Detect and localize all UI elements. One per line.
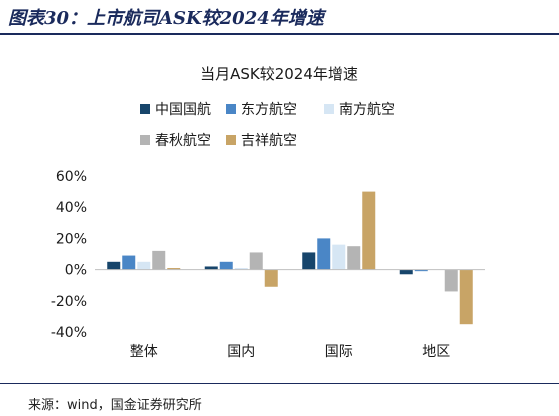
bar-1-1: [107, 261, 121, 270]
bars: [107, 191, 473, 325]
bar-2-2: [219, 261, 233, 270]
source-note: 来源：wind，国金证券研究所: [28, 398, 202, 413]
bar-5-3: [362, 191, 376, 270]
bar-4-4: [444, 269, 458, 292]
source-rule: [0, 383, 559, 384]
bar-2-4: [414, 269, 428, 272]
bar-1-4: [399, 269, 413, 275]
legend-swatch-3: [324, 104, 334, 114]
bar-4-3: [347, 246, 361, 270]
legend-label-1: 中国国航: [155, 102, 211, 118]
y-tick-label: -20%: [51, 294, 87, 310]
y-tick-label: -40%: [51, 325, 87, 341]
x-tick-label: 国际: [325, 344, 353, 360]
legend-label-2: 东方航空: [241, 102, 297, 118]
y-tick-label: 0%: [65, 263, 87, 279]
legend-swatch-4: [140, 135, 150, 145]
x-axis: 整体 国内 国际 地区: [130, 344, 451, 360]
y-axis: 60% 40% 20% 0% -20% -40%: [51, 169, 87, 341]
bar-4-1: [152, 250, 166, 270]
legend-swatch-5: [226, 135, 236, 145]
bar-3-2: [234, 268, 248, 270]
legend-label-3: 南方航空: [339, 102, 395, 118]
bar-2-3: [317, 238, 331, 270]
bar-3-3: [332, 244, 346, 270]
x-tick-label: 地区: [422, 344, 450, 360]
bar-5-4: [459, 269, 473, 325]
bar-2-1: [122, 255, 136, 270]
bar-3-1: [137, 261, 151, 270]
legend-label-5: 吉祥航空: [241, 133, 297, 149]
bar-1-3: [302, 252, 316, 270]
bar-5-2: [264, 269, 278, 287]
bar-1-2: [204, 266, 218, 270]
legend-swatch-1: [140, 104, 150, 114]
legend-swatch-2: [226, 104, 236, 114]
x-tick-label: 国内: [227, 344, 255, 360]
title-rule: [0, 33, 559, 35]
chart-title: 当月ASK较2024年增速: [200, 65, 358, 83]
legend-label-4: 春秋航空: [155, 133, 211, 149]
bar-5-1: [167, 268, 181, 270]
y-tick-label: 40%: [56, 200, 87, 216]
figure-title: 图表30：上市航司ASK较2024年增速: [8, 8, 324, 29]
bar-4-2: [249, 252, 263, 270]
x-tick-label: 整体: [130, 344, 158, 360]
y-tick-label: 60%: [56, 169, 87, 185]
y-tick-label: 20%: [56, 231, 87, 247]
